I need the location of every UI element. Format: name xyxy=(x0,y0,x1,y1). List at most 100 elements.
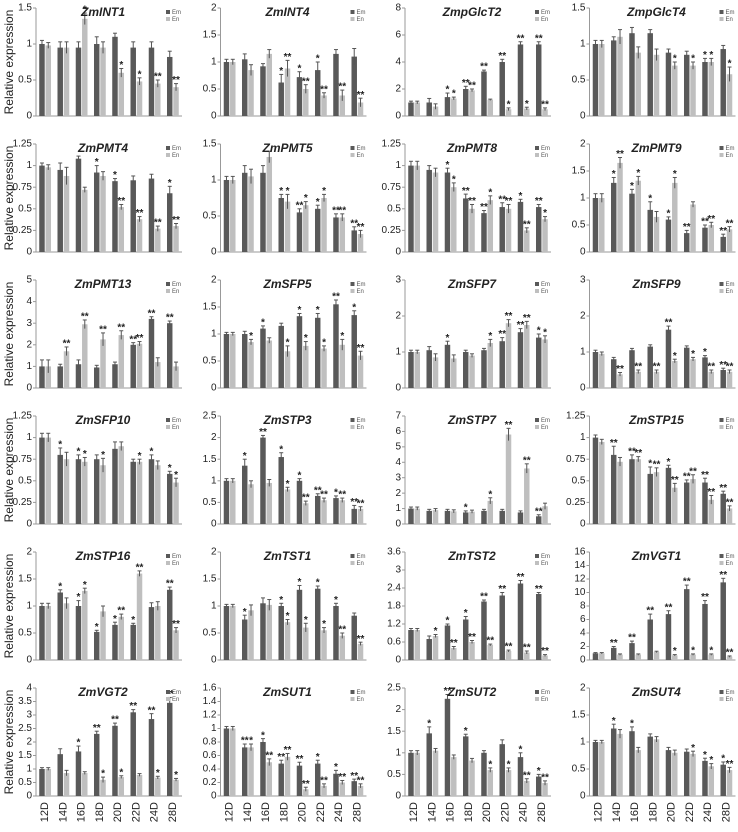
bar xyxy=(672,487,678,524)
legend-label: Em xyxy=(357,554,366,560)
bar xyxy=(469,642,475,660)
bar xyxy=(617,162,623,252)
bar xyxy=(726,371,733,388)
significance-mark: ** xyxy=(653,459,661,470)
significance-mark: ** xyxy=(314,485,322,496)
y-tick-label: 0 xyxy=(395,655,401,666)
bar xyxy=(333,498,339,524)
significance-mark: ** xyxy=(726,648,734,659)
bar xyxy=(426,350,432,388)
x-tick-label: 28D xyxy=(720,802,732,822)
bar xyxy=(702,603,708,660)
significance-mark: ** xyxy=(535,584,543,595)
bar xyxy=(524,325,530,388)
bar xyxy=(248,747,254,796)
bar xyxy=(647,473,653,524)
y-tick-label: 1.5 xyxy=(203,302,217,313)
bar xyxy=(63,603,70,660)
bar xyxy=(444,698,451,796)
significance-mark: * xyxy=(322,338,326,349)
bar xyxy=(321,95,327,116)
significance-mark: * xyxy=(507,760,511,771)
significance-mark: ** xyxy=(462,186,470,197)
bar xyxy=(702,62,708,116)
significance-mark: ** xyxy=(259,427,267,438)
bar xyxy=(45,769,52,796)
y-tick-label: 1.25 xyxy=(566,411,586,422)
significance-mark: ** xyxy=(136,333,144,344)
bar xyxy=(57,454,63,524)
significance-mark: * xyxy=(464,608,468,619)
y-tick-label: 0 xyxy=(395,111,401,122)
significance-mark: ** xyxy=(350,771,358,782)
legend-swatch xyxy=(535,554,539,558)
bar xyxy=(351,230,357,252)
y-tick-label: 4 xyxy=(395,457,401,468)
significance-mark: * xyxy=(446,333,450,344)
bar xyxy=(535,207,542,252)
bar xyxy=(155,228,161,252)
significance-mark: ** xyxy=(535,196,543,207)
legend-swatch xyxy=(350,561,355,565)
bar xyxy=(726,74,733,116)
y-tick-label: 0.5 xyxy=(203,356,217,367)
bar xyxy=(314,317,321,388)
significance-mark: * xyxy=(95,622,99,633)
y-tick-label: 2.5 xyxy=(18,723,32,734)
y-tick-label: 1 xyxy=(395,160,401,171)
significance-mark: * xyxy=(316,54,320,65)
legend-swatch xyxy=(535,153,539,157)
significance-mark: * xyxy=(488,187,492,198)
bar xyxy=(63,175,70,252)
bar xyxy=(647,209,653,252)
significance-mark: ** xyxy=(357,775,365,786)
bar xyxy=(726,656,733,660)
y-tick-label: 2.5 xyxy=(387,683,401,694)
legend-label: En xyxy=(541,697,548,703)
bar xyxy=(57,366,63,388)
bar xyxy=(357,102,364,116)
bar xyxy=(535,44,542,117)
significance-mark: * xyxy=(691,349,695,360)
bar xyxy=(672,65,678,116)
bar xyxy=(357,785,364,796)
significance-mark: ** xyxy=(653,362,661,373)
significance-mark: ** xyxy=(726,759,734,770)
bar xyxy=(266,762,273,796)
significance-mark: ** xyxy=(726,218,734,229)
bar xyxy=(118,446,125,524)
legend-swatch xyxy=(719,289,724,293)
bar xyxy=(414,102,421,116)
bar xyxy=(57,754,63,796)
legend-label: Em xyxy=(357,10,366,16)
x-tick-label: 20D xyxy=(297,802,309,822)
panel-title: ZmSTP3 xyxy=(262,413,311,427)
bar xyxy=(469,90,475,116)
bar xyxy=(278,763,284,796)
bar xyxy=(451,358,457,388)
bar xyxy=(173,482,179,524)
bar xyxy=(230,334,236,388)
significance-mark: ** xyxy=(498,51,506,62)
legend-swatch xyxy=(535,289,539,293)
x-tick-label: 24D xyxy=(333,802,345,822)
bar xyxy=(260,437,266,524)
significance-mark: ** xyxy=(172,215,180,226)
significance-mark: * xyxy=(630,719,634,730)
bar xyxy=(130,461,136,524)
bar xyxy=(462,512,469,524)
significance-mark: ** xyxy=(468,81,476,92)
significance-mark: ** xyxy=(719,483,727,494)
significance-mark: * xyxy=(488,331,492,342)
legend-label: Em xyxy=(726,146,735,152)
y-tick-label: 0.25 xyxy=(13,225,33,236)
bar xyxy=(82,189,88,252)
y-tick-label: 12 xyxy=(574,574,586,585)
legend-swatch xyxy=(350,146,355,150)
y-tick-label: 3 xyxy=(395,472,401,483)
bar xyxy=(505,434,512,524)
y-tick-label: 1 xyxy=(211,329,217,340)
significance-mark: ** xyxy=(707,214,715,225)
bar xyxy=(617,36,623,116)
bar xyxy=(155,465,161,524)
